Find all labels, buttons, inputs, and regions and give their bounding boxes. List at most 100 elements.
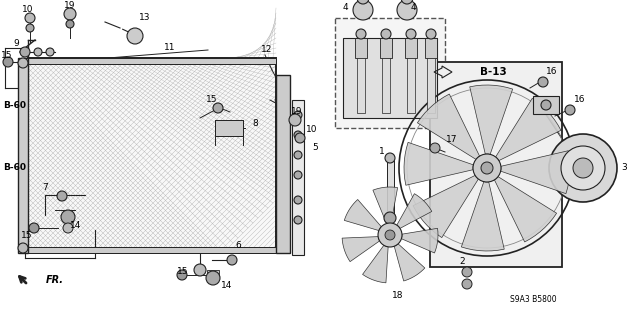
- Bar: [215, 120, 243, 136]
- Polygon shape: [500, 151, 570, 194]
- Bar: [292, 100, 304, 255]
- Circle shape: [57, 191, 67, 201]
- Circle shape: [549, 134, 617, 202]
- Text: 15: 15: [1, 51, 13, 61]
- Text: 3: 3: [621, 164, 627, 173]
- Circle shape: [538, 77, 548, 87]
- Bar: [387, 160, 394, 215]
- Text: 10: 10: [307, 125, 317, 135]
- Polygon shape: [344, 199, 381, 231]
- Circle shape: [385, 230, 395, 240]
- Polygon shape: [397, 194, 432, 228]
- Circle shape: [294, 196, 302, 204]
- Bar: [28, 58, 276, 64]
- Text: 19: 19: [64, 2, 76, 11]
- Circle shape: [561, 146, 605, 190]
- Bar: [382, 58, 390, 113]
- Bar: [28, 58, 276, 253]
- Text: 16: 16: [574, 95, 586, 105]
- Bar: [380, 38, 392, 58]
- Polygon shape: [401, 228, 438, 253]
- Text: 12: 12: [261, 46, 273, 55]
- Circle shape: [213, 103, 223, 113]
- Polygon shape: [373, 187, 397, 224]
- Circle shape: [295, 133, 305, 143]
- Bar: [207, 270, 219, 278]
- Polygon shape: [394, 244, 425, 281]
- Text: 14: 14: [70, 221, 82, 231]
- Circle shape: [430, 143, 440, 153]
- Text: 18: 18: [392, 291, 404, 300]
- Bar: [430, 62, 562, 267]
- Circle shape: [294, 151, 302, 159]
- Polygon shape: [342, 237, 380, 262]
- Circle shape: [26, 24, 34, 32]
- Circle shape: [34, 48, 42, 56]
- Circle shape: [25, 13, 35, 23]
- Circle shape: [29, 223, 39, 233]
- Polygon shape: [470, 85, 513, 154]
- Circle shape: [18, 58, 28, 68]
- Circle shape: [401, 0, 413, 4]
- Circle shape: [66, 20, 74, 28]
- Polygon shape: [495, 98, 561, 160]
- Polygon shape: [461, 182, 504, 251]
- Circle shape: [385, 153, 395, 163]
- Polygon shape: [413, 175, 478, 238]
- Bar: [18, 58, 28, 253]
- Text: 11: 11: [164, 43, 176, 53]
- Text: 13: 13: [140, 13, 151, 23]
- Circle shape: [541, 100, 551, 110]
- Text: 17: 17: [446, 136, 458, 145]
- Circle shape: [378, 223, 402, 247]
- Circle shape: [206, 271, 220, 285]
- Polygon shape: [417, 94, 479, 160]
- Bar: [405, 38, 417, 58]
- Text: 9: 9: [13, 40, 19, 48]
- Circle shape: [473, 154, 501, 182]
- Bar: [343, 38, 437, 118]
- Circle shape: [481, 162, 493, 174]
- Circle shape: [18, 243, 28, 253]
- Text: 5: 5: [312, 144, 318, 152]
- Circle shape: [177, 270, 187, 280]
- Text: 19: 19: [291, 108, 303, 116]
- Text: 16: 16: [547, 68, 557, 77]
- Polygon shape: [363, 245, 388, 283]
- Circle shape: [294, 111, 302, 119]
- Circle shape: [384, 212, 396, 224]
- Text: S9A3 B5800: S9A3 B5800: [510, 295, 557, 305]
- Text: 7: 7: [42, 183, 48, 192]
- Bar: [276, 75, 290, 253]
- Circle shape: [64, 8, 76, 20]
- Text: 14: 14: [221, 281, 233, 291]
- Text: FR.: FR.: [46, 275, 64, 285]
- Circle shape: [3, 57, 13, 67]
- Circle shape: [573, 158, 593, 178]
- Text: 2: 2: [459, 257, 465, 266]
- Bar: [357, 58, 365, 113]
- Bar: [425, 38, 437, 58]
- Circle shape: [194, 264, 206, 276]
- Circle shape: [289, 114, 301, 126]
- Circle shape: [294, 131, 302, 139]
- Circle shape: [227, 255, 237, 265]
- Text: 8: 8: [252, 120, 258, 129]
- Text: 15: 15: [177, 268, 189, 277]
- Text: 15: 15: [21, 232, 33, 241]
- Bar: [533, 96, 559, 114]
- Circle shape: [462, 279, 472, 289]
- FancyArrowPatch shape: [122, 29, 132, 34]
- Circle shape: [63, 223, 73, 233]
- Circle shape: [294, 171, 302, 179]
- Circle shape: [356, 29, 366, 39]
- Text: 4: 4: [410, 3, 416, 11]
- Text: 6: 6: [235, 241, 241, 250]
- Circle shape: [462, 267, 472, 277]
- Bar: [427, 58, 435, 113]
- Bar: [28, 58, 276, 253]
- Text: B-60: B-60: [3, 100, 26, 109]
- Circle shape: [46, 48, 54, 56]
- Circle shape: [20, 47, 30, 57]
- Circle shape: [353, 0, 373, 20]
